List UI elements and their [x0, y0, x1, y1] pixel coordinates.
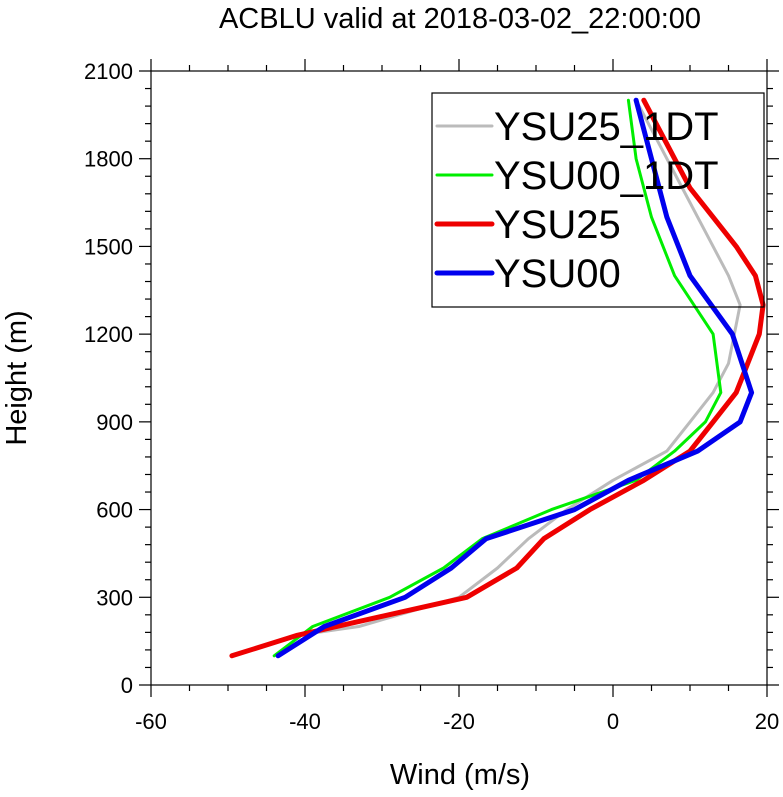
legend: YSU25_1DT YSU00_1DT YSU25 YSU00 — [431, 92, 765, 308]
y-tick-label: 300 — [96, 585, 133, 610]
axes-layer: -60 -40 -20 0 20 0 300 600 900 1200 1500 1800 2100 — [84, 59, 779, 734]
y-tick-label: 1200 — [84, 322, 133, 347]
legend-label: YSU25_1DT — [494, 105, 719, 149]
series-line-ysu25 — [229, 97, 766, 659]
y-axis-label: Height (m) — [1, 310, 33, 445]
chart-title: ACBLU valid at 2018-03-02_22:00:00 — [219, 3, 701, 35]
y-tick-label: 0 — [121, 673, 133, 698]
y-tick-label: 2100 — [84, 59, 133, 84]
y-tick-label: 900 — [96, 410, 133, 435]
x-tick-label: 0 — [607, 709, 619, 734]
legend-label: YSU00 — [494, 252, 621, 296]
legend-label: YSU00_1DT — [494, 154, 719, 198]
legend-box — [431, 92, 765, 308]
series-line-ysu00 — [275, 97, 755, 659]
x-tick-label: -40 — [289, 709, 321, 734]
series-line-ysu00-1dt — [272, 98, 723, 658]
x-tick-label: -60 — [135, 709, 167, 734]
y-tick-label: 1500 — [84, 234, 133, 259]
x-tick-label: -20 — [443, 709, 475, 734]
y-tick-label: 1800 — [84, 147, 133, 172]
series-layer — [229, 97, 766, 659]
x-tick-label: 20 — [755, 709, 779, 734]
x-axis-label: Wind (m/s) — [390, 759, 530, 791]
legend-label: YSU25 — [494, 203, 621, 247]
y-tick-label: 600 — [96, 498, 133, 523]
